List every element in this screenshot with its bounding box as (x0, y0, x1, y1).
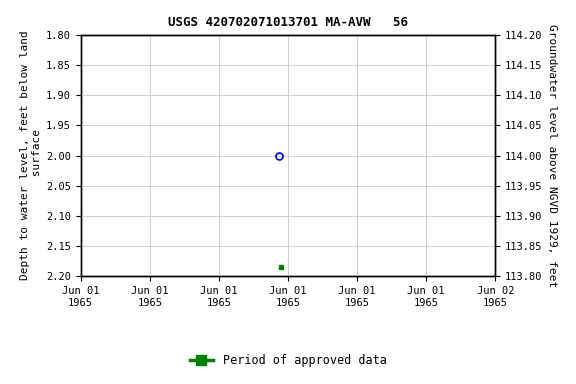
Y-axis label: Depth to water level, feet below land
 surface: Depth to water level, feet below land su… (20, 31, 41, 280)
Title: USGS 420702071013701 MA-AVW   56: USGS 420702071013701 MA-AVW 56 (168, 16, 408, 29)
Y-axis label: Groundwater level above NGVD 1929, feet: Groundwater level above NGVD 1929, feet (547, 24, 557, 287)
Legend: Period of approved data: Period of approved data (185, 350, 391, 372)
